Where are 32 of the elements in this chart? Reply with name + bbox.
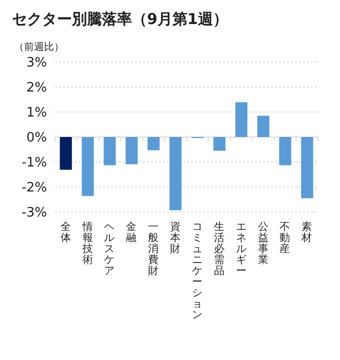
bar [301, 137, 314, 198]
y-tick-label: -2% [22, 180, 47, 196]
x-tick-label: 生活必需品 [214, 220, 225, 277]
x-tick-label: 素材 [300, 220, 313, 244]
bar [126, 137, 138, 164]
x-tick-label: 情報技術 [81, 220, 94, 266]
y-tick-label: 3% [26, 56, 47, 71]
bar [170, 137, 182, 210]
y-tick-label: 1% [26, 106, 47, 121]
y-tick-label: -3% [22, 206, 47, 221]
bar [235, 102, 248, 137]
x-tick-label: 不動産 [280, 221, 291, 255]
chart-title: セクター別騰落率（9月第1週） [12, 10, 228, 28]
bar [279, 137, 292, 166]
x-tick-label: 資本財 [170, 221, 182, 255]
x-tick-label: 全体 [60, 221, 72, 244]
bar [60, 137, 72, 170]
bar [213, 137, 226, 151]
category-label: コミュニケーション [192, 221, 203, 321]
y-tick-label: -1% [22, 156, 47, 171]
x-tick-label: 一般消費財 [148, 221, 160, 277]
y-tick-label: 0% [26, 130, 47, 146]
bar [148, 137, 160, 150]
x-tick-label: 公益事業 [258, 221, 269, 266]
y-axis-title: （前週比） [14, 41, 64, 53]
y-tick-label: 2% [26, 80, 47, 96]
bar [82, 137, 94, 196]
x-tick-label: エネルギー [236, 221, 247, 277]
bar [257, 116, 270, 137]
x-tick-label: ヘルスケア [104, 221, 116, 277]
bar [104, 137, 116, 166]
x-tick-label: 金融 [126, 221, 138, 244]
